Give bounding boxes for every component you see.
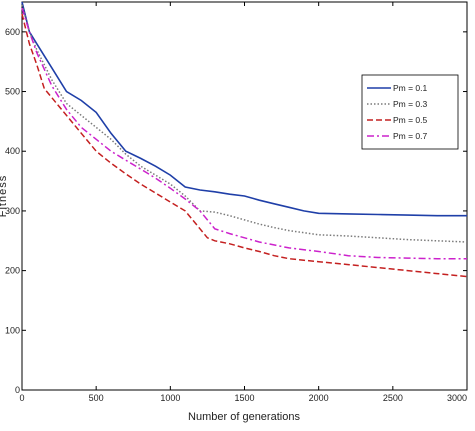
legend-label-1: Pm = 0.1 bbox=[393, 83, 428, 93]
y-tick-label: 400 bbox=[5, 146, 20, 156]
y-tick-label: 600 bbox=[5, 27, 20, 37]
y-axis-label: Fitness bbox=[0, 175, 9, 217]
legend-label-4: Pm = 0.7 bbox=[393, 131, 428, 141]
x-tick-label: 3000 bbox=[447, 393, 467, 403]
series-line-4 bbox=[21, 7, 467, 260]
x-tick-label: 2000 bbox=[309, 393, 329, 403]
y-tick-label: 200 bbox=[5, 266, 20, 276]
series-lines bbox=[21, 1, 468, 278]
axis-ticks: 0 500 1000 1500 2000 2500 3000 0 100 200 300 400 500… bbox=[5, 2, 468, 403]
x-tick-label: 2500 bbox=[383, 393, 403, 403]
legend: Pm = 0.1 Pm = 0.3 Pm = 0.5 Pm = 0.7 bbox=[361, 74, 459, 150]
y-tick-label: 500 bbox=[5, 87, 20, 97]
x-tick-label: 1500 bbox=[234, 393, 254, 403]
legend-label-3: Pm = 0.5 bbox=[393, 115, 428, 125]
x-tick-label: 500 bbox=[89, 393, 104, 403]
x-tick-label: 0 bbox=[19, 393, 24, 403]
series-line-2 bbox=[21, 4, 468, 243]
y-tick-label: 0 bbox=[15, 385, 20, 395]
x-axis-label: Number of generations bbox=[188, 411, 300, 423]
y-tick-label: 100 bbox=[5, 325, 20, 335]
legend-label-2: Pm = 0.3 bbox=[393, 99, 428, 109]
series-line-1 bbox=[21, 1, 467, 217]
series-line-3 bbox=[21, 13, 468, 278]
y-tick-label: 300 bbox=[5, 206, 20, 216]
x-tick-label: 1000 bbox=[160, 393, 180, 403]
